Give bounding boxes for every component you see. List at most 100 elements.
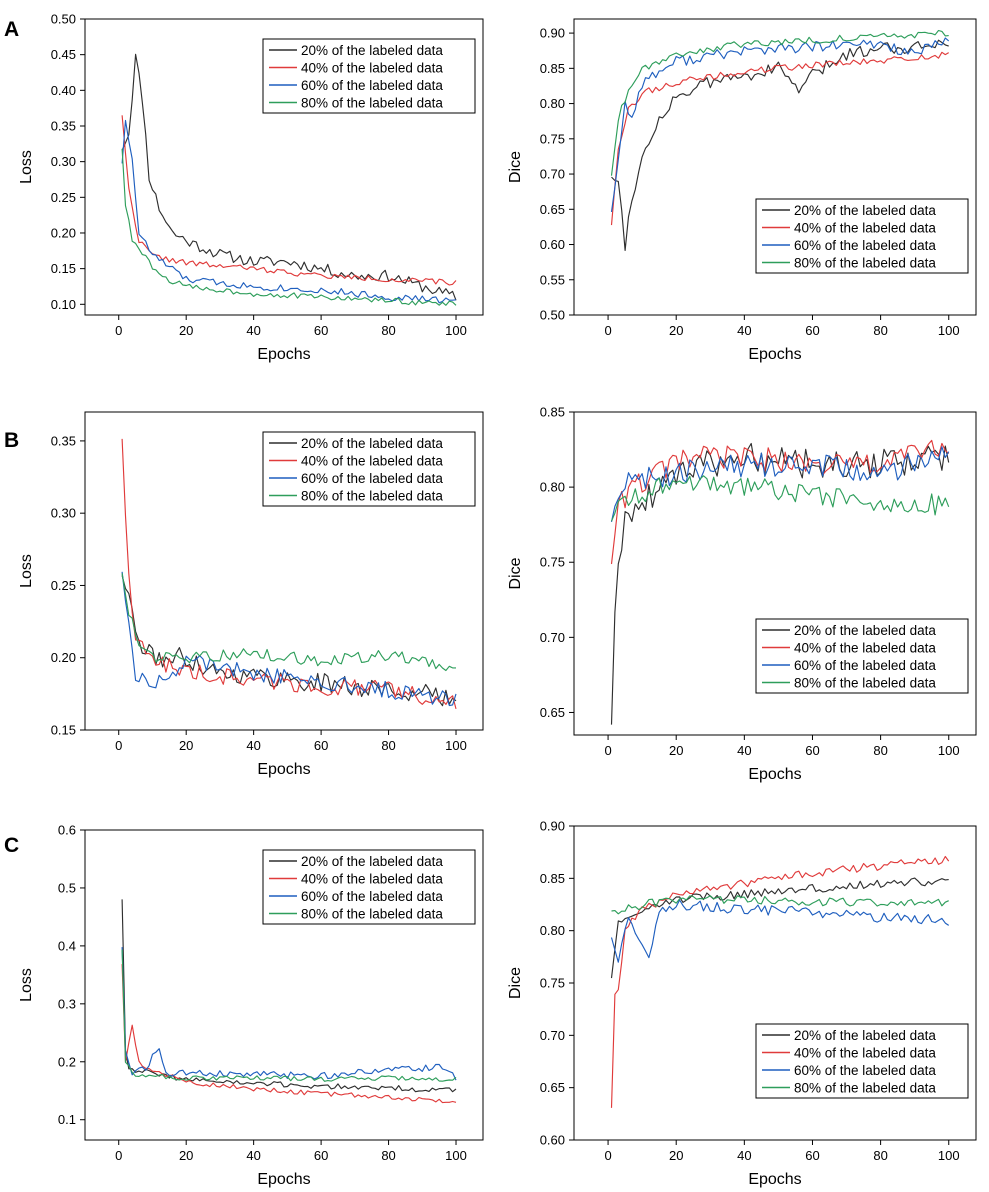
y-tick-label: 0.3 <box>58 996 76 1011</box>
y-tick-label: 0.65 <box>540 705 565 720</box>
y-tick-label: 0.70 <box>540 1028 565 1043</box>
legend-entry: 40% of the labeled data <box>794 221 936 236</box>
chart-C-loss: 0 20 40 60 80 100 0.1 0.2 0.3 0.4 0.5 0.6 Epochs Loss… <box>18 823 484 1188</box>
legend-entry: 80% of the labeled data <box>794 256 936 271</box>
y-tick-label: 0.50 <box>540 308 565 323</box>
x-tick-label: 60 <box>805 743 819 758</box>
y-axis-label: Loss <box>18 968 35 1002</box>
x-tick-label: 100 <box>938 323 960 338</box>
y-tick-label: 0.55 <box>540 272 565 287</box>
x-tick-label: 40 <box>737 323 751 338</box>
legend-entry: 40% of the labeled data <box>301 61 443 76</box>
x-tick-label: 60 <box>314 738 328 753</box>
x-tick-label: 0 <box>115 1148 122 1163</box>
series-line-3 <box>121 571 457 707</box>
x-tick-label: 40 <box>246 323 260 338</box>
x-tick-label: 100 <box>938 743 960 758</box>
x-tick-label: 100 <box>445 1148 467 1163</box>
legend-entry: 60% of the labeled data <box>301 889 443 904</box>
panel-label-b: B <box>4 429 19 452</box>
series-line-1 <box>610 877 949 979</box>
x-axis-label: Epochs <box>748 346 801 363</box>
x-tick-label: 80 <box>381 323 395 338</box>
x-tick-label: 20 <box>179 1148 193 1163</box>
y-tick-label: 0.45 <box>51 47 76 62</box>
y-tick-label: 0.2 <box>58 1054 76 1069</box>
legend-entry: 80% of the labeled data <box>794 1081 936 1096</box>
plot-frame <box>84 829 484 1141</box>
x-axis-label: Epochs <box>257 761 310 778</box>
y-tick-label: 0.75 <box>540 976 565 991</box>
series-line-4 <box>121 573 456 672</box>
y-tick-label: 0.85 <box>540 871 565 886</box>
y-tick-label: 0.6 <box>58 823 76 838</box>
y-tick-label: 0.35 <box>51 118 76 133</box>
x-tick-label: 0 <box>604 1148 611 1163</box>
y-tick-label: 0.75 <box>540 131 565 146</box>
chart-A-dice: 0 20 40 60 80 100 0.50 0.55 0.60 0.65 0.70 0.75 0.80… <box>507 18 977 363</box>
series-line-2 <box>121 115 457 286</box>
y-tick-label: 0.90 <box>540 26 565 41</box>
series-line-4 <box>611 895 949 915</box>
x-tick-label: 20 <box>179 738 193 753</box>
y-tick-label: 0.10 <box>51 297 76 312</box>
legend-box <box>262 38 476 114</box>
series-line-2 <box>610 439 950 565</box>
legend-entry: 20% of the labeled data <box>301 43 443 58</box>
plot-frame <box>84 411 484 731</box>
plot-frame <box>573 18 977 316</box>
x-tick-label: 0 <box>604 323 611 338</box>
x-axis-label: Epochs <box>748 1171 801 1188</box>
y-tick-label: 0.75 <box>540 555 565 570</box>
y-tick-label: 0.1 <box>58 1112 76 1127</box>
chart-B-loss: 0 20 40 60 80 100 0.15 0.20 0.25 0.30 0.35 Epochs Lo… <box>18 411 484 778</box>
series-line-4 <box>610 475 950 522</box>
x-tick-label: 100 <box>445 738 467 753</box>
x-tick-label: 60 <box>314 1148 328 1163</box>
x-tick-label: 80 <box>381 738 395 753</box>
series-line-4 <box>610 29 949 176</box>
series-line-3 <box>610 899 950 963</box>
y-tick-label: 0.65 <box>540 1080 565 1095</box>
y-tick-label: 0.90 <box>540 819 565 834</box>
panel-label-a: A <box>4 18 19 41</box>
y-tick-label: 0.60 <box>540 1133 565 1148</box>
y-tick-label: 0.70 <box>540 167 565 182</box>
legend-entry: 60% of the labeled data <box>301 78 443 93</box>
y-tick-label: 0.80 <box>540 923 565 938</box>
plot-frame <box>573 411 977 736</box>
y-tick-label: 0.30 <box>51 506 76 521</box>
legend-entry: 20% of the labeled data <box>794 203 936 218</box>
legend: 20% of the labeled data 40% of the labele… <box>755 198 969 274</box>
series-line-2 <box>610 51 949 226</box>
x-tick-label: 60 <box>314 323 328 338</box>
legend-entry: 40% of the labeled data <box>301 454 443 469</box>
y-tick-label: 0.30 <box>51 154 76 169</box>
series-line-3 <box>610 37 950 212</box>
series-line-3 <box>610 446 950 523</box>
legend: 20% of the labeled data 40% of the labele… <box>262 38 476 114</box>
y-tick-label: 0.35 <box>51 433 76 448</box>
legend-box <box>755 1023 969 1099</box>
legend-entry: 40% of the labeled data <box>301 872 443 887</box>
legend-entry: 20% of the labeled data <box>794 1028 936 1043</box>
x-tick-label: 100 <box>445 323 467 338</box>
legend-entry: 40% of the labeled data <box>794 641 936 656</box>
series-line-1 <box>121 53 457 301</box>
y-tick-label: 0.70 <box>540 630 565 645</box>
legend-entry: 80% of the labeled data <box>794 676 936 691</box>
series-line-4 <box>121 949 457 1082</box>
y-axis-label: Loss <box>18 150 35 184</box>
panel-label-c: C <box>4 834 19 857</box>
plot-frame <box>84 18 484 316</box>
legend-box <box>262 431 476 507</box>
legend-box <box>755 198 969 274</box>
y-tick-label: 0.65 <box>540 202 565 217</box>
y-tick-label: 0.85 <box>540 61 565 76</box>
legend: 20% of the labeled data 40% of the labele… <box>755 1023 969 1099</box>
legend-entry: 80% of the labeled data <box>301 96 443 111</box>
legend-entry: 20% of the labeled data <box>301 436 443 451</box>
legend-box <box>262 849 476 925</box>
y-tick-label: 0.60 <box>540 237 565 252</box>
